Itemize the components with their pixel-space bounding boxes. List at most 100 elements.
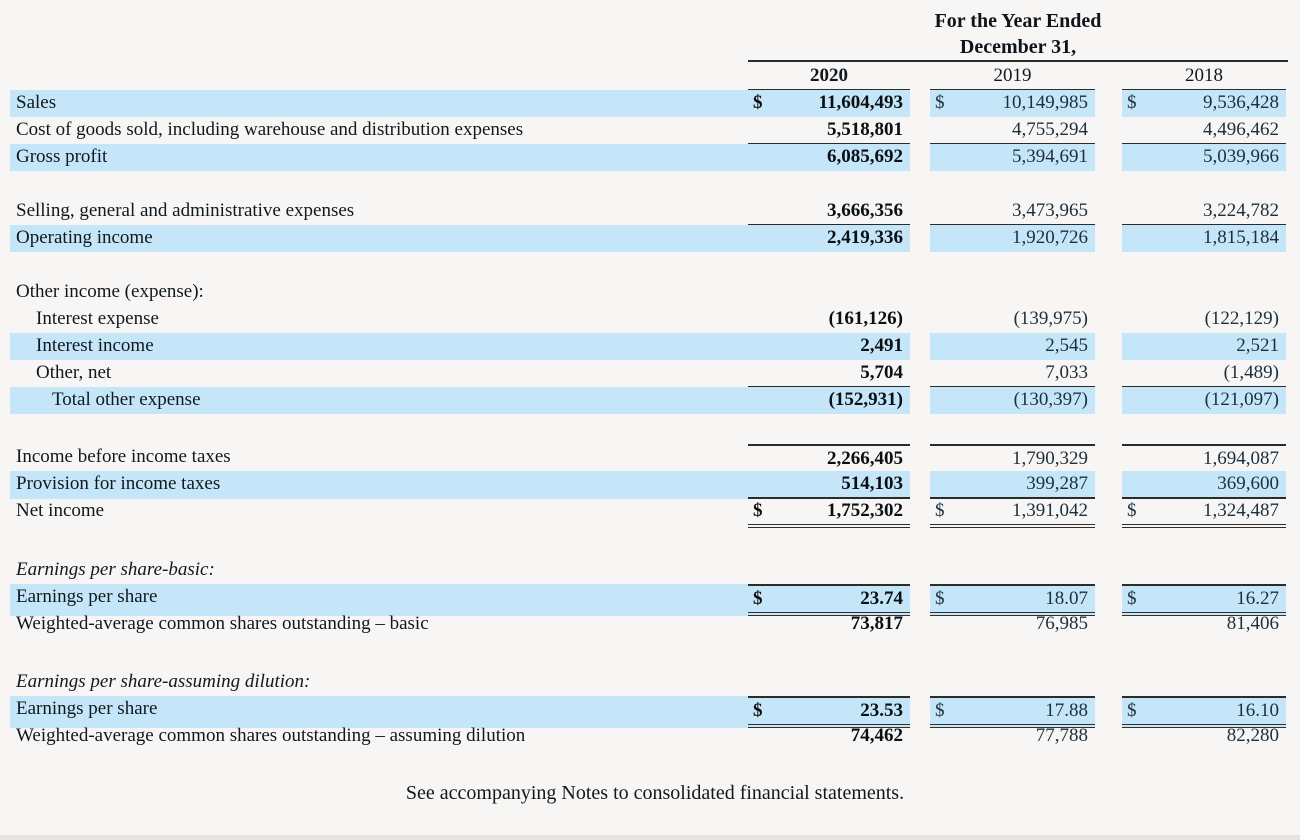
row-label: Operating income [10,225,748,252]
row-label: Earnings per share-assuming dilution: [16,671,311,692]
value-cell-2019: $1,391,042 [930,498,1095,528]
value-cell-2018: 3,224,782 [1122,198,1286,226]
column-gap [1095,225,1122,252]
value-cell-2020: 3,666,356 [748,198,910,226]
value-text: 16.27 [1236,588,1279,609]
dollar-sign: $ [753,500,763,521]
value-text: 74,462 [850,725,903,746]
value-cell-2019: 2,545 [930,333,1095,360]
table-row: Other, net 5,704 7,033 (1,489) [10,360,1300,388]
table-row: Interest expense (161,126) (139,975) (122,1… [10,306,1300,333]
value-cell-2018: 1,815,184 [1122,225,1286,252]
row-label: Earnings per share [10,584,748,616]
value-cell-2019: $17.88 [930,696,1095,728]
dollar-sign: $ [753,700,763,721]
value-text: 3,666,356 [827,200,903,221]
value-cell-2019 [930,669,1095,696]
year-header-label-spacer [10,62,748,91]
value-text: 399,287 [1026,473,1088,494]
value-cell-2019: 1,920,726 [930,225,1095,252]
column-gap [1095,90,1122,117]
row-label: Earnings per share [10,696,748,728]
value-cell-2018 [1122,279,1286,306]
value-cell-2020: $23.53 [748,696,910,728]
value-cell-2019: (139,975) [930,306,1095,333]
notes-footer: See accompanying Notes to consolidated f… [405,782,905,804]
column-gap [1095,557,1122,584]
value-cell-2018: 369,600 [1122,471,1286,499]
value-cell-2020 [748,279,910,306]
row-label: Sales [10,90,748,117]
column-gap [910,90,930,117]
table-row: Cost of goods sold, including warehouse … [10,117,1300,145]
value-cell-2018: $1,324,487 [1122,498,1286,528]
dollar-sign: $ [935,92,945,113]
value-text: 2,491 [860,335,903,356]
value-text: (1,489) [1223,362,1279,383]
value-text: 2,521 [1236,335,1279,356]
value-cell-2020: 514,103 [748,471,910,499]
row-label: Total other expense [10,387,748,414]
column-header-2019: 2019 [930,62,1095,91]
column-gap [910,498,930,528]
column-gap [910,144,930,171]
column-header-2018: 2018 [1122,62,1286,91]
column-gap [910,611,930,638]
row-label: Interest expense [36,308,159,329]
value-text: 5,039,966 [1203,146,1279,167]
value-cell-2020 [748,669,910,696]
value-cell-2018: 81,406 [1122,611,1286,638]
column-gap [1095,306,1122,333]
column-gap [910,360,930,388]
value-cell-2018: $16.27 [1122,584,1286,616]
table-row: Income before income taxes 2,266,405 1,790… [10,444,1300,471]
dollar-sign: $ [935,500,945,521]
row-label: Weighted-average common shares outstandi… [16,613,429,634]
value-text: (121,097) [1204,389,1279,410]
column-gap [1095,611,1122,638]
value-text: 16.10 [1236,700,1279,721]
value-cell-2019 [930,557,1095,584]
table-row: Net income $1,752,302 $1,391,042 $1,324,487 [10,498,1300,528]
value-text: 11,604,493 [818,92,903,113]
column-header-2020: 2020 [748,62,910,91]
value-cell-2020: $23.74 [748,584,910,616]
value-cell-2018: (1,489) [1122,360,1286,388]
value-cell-2019: 7,033 [930,360,1095,388]
value-cell-2019: 77,788 [930,723,1095,750]
value-text: 5,394,691 [1012,146,1088,167]
value-cell-2020: 2,419,336 [748,225,910,252]
value-text: 1,752,302 [827,500,903,521]
value-text: 369,600 [1217,473,1279,494]
dollar-sign: $ [1127,700,1137,721]
value-cell-2019: 3,473,965 [930,198,1095,226]
dollar-sign: $ [1127,500,1137,521]
column-gap [1095,669,1122,696]
column-gap [910,279,930,306]
value-cell-2018: 4,496,462 [1122,117,1286,145]
value-text: 3,473,965 [1012,200,1088,221]
value-cell-2019: $10,149,985 [930,90,1095,117]
value-text: 1,920,726 [1012,227,1088,248]
table-row: Weighted-average common shares outstandi… [10,611,1300,638]
table-row: Earnings per share $23.53 $17.88 $16.10 [10,696,1300,728]
value-text: (122,129) [1204,308,1279,329]
column-gap [910,723,930,750]
value-text: 17.88 [1045,700,1088,721]
table-row: Operating income 2,419,336 1,920,726 1,815,… [10,225,1300,252]
value-text: 1,324,487 [1203,500,1279,521]
row-spacer [10,638,1300,669]
column-gap [910,333,930,360]
dollar-sign: $ [935,588,945,609]
table-row: Sales $11,604,493 $10,149,985 $9,536,428 [10,90,1300,117]
column-gap [910,306,930,333]
value-cell-2020: 73,817 [748,611,910,638]
value-text: (152,931) [828,389,903,410]
row-label: Income before income taxes [16,446,231,467]
table-row: Earnings per share-assuming dilution: [10,669,1300,696]
value-cell-2019: 399,287 [930,471,1095,499]
value-text: (130,397) [1013,389,1088,410]
column-gap [910,198,930,226]
value-cell-2018: 5,039,966 [1122,144,1286,171]
